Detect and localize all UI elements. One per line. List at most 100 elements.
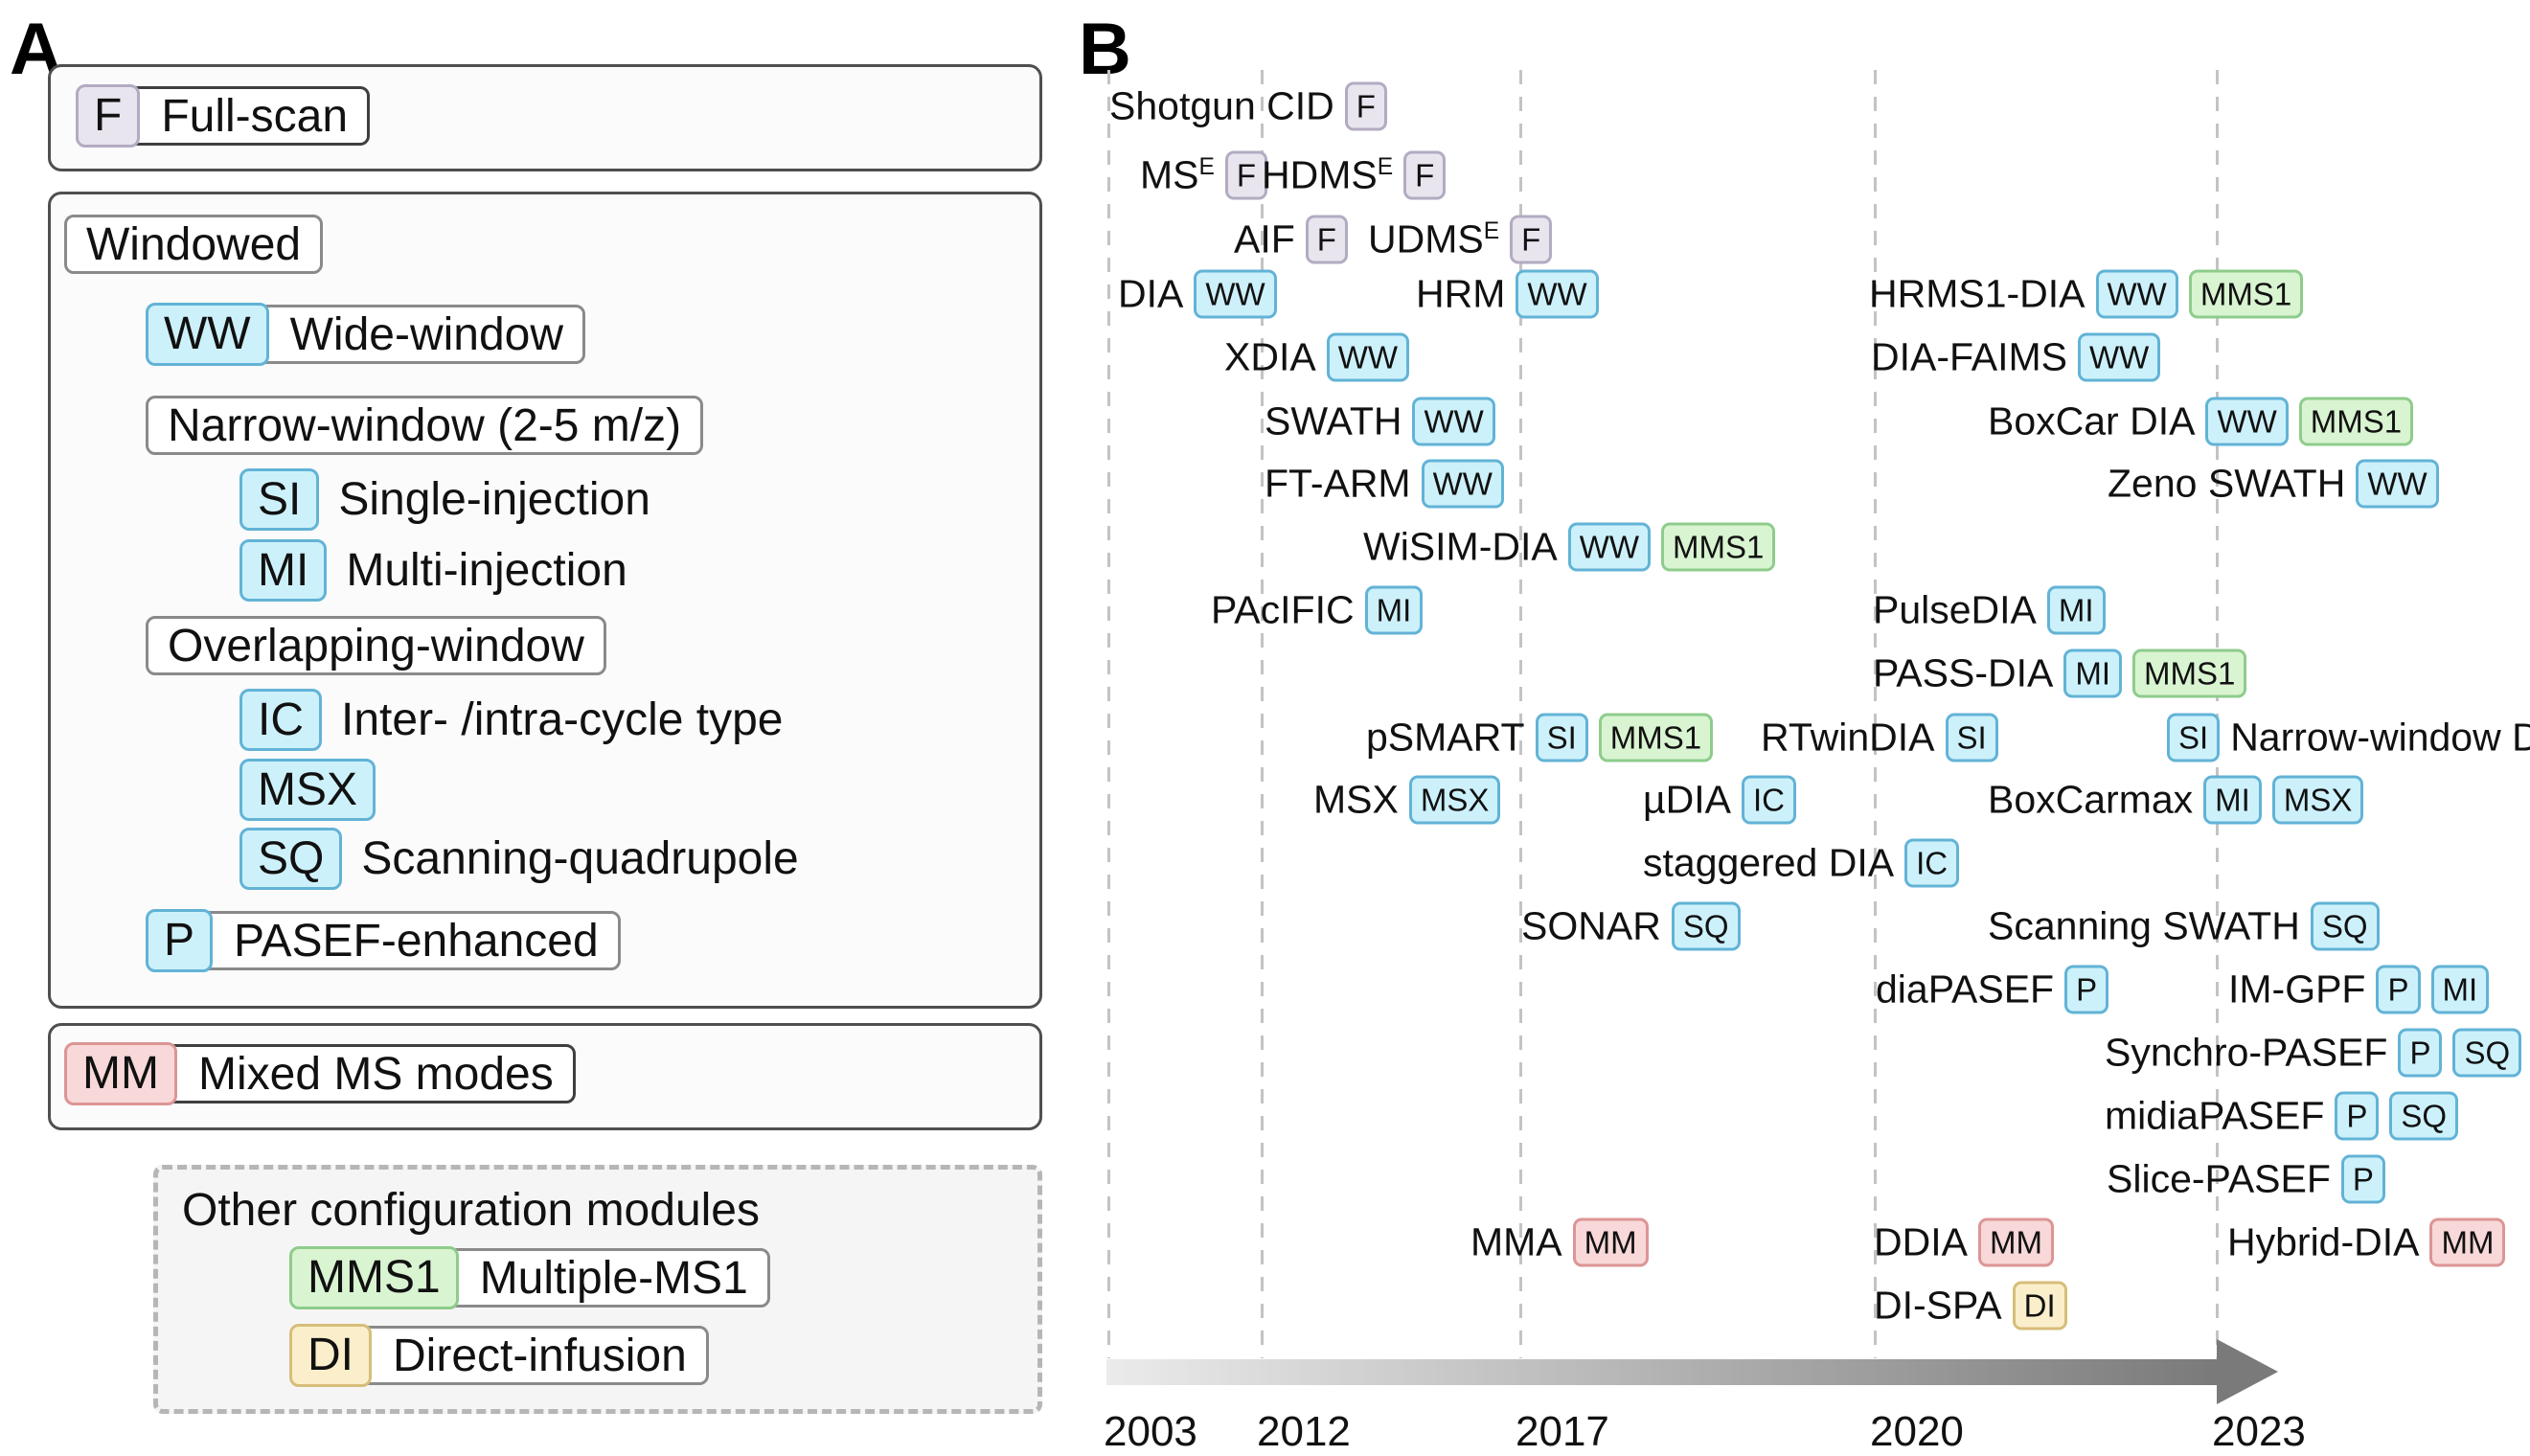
other-modules-title: Other configuration modules [182, 1185, 760, 1236]
timeline-entry-label: WiSIM-DIA [1363, 524, 1558, 569]
badge-msx: MSX [2271, 775, 2364, 825]
timeline-entry: Synchro-PASEF P SQ [2105, 1028, 2522, 1078]
timeline-entry: HRMS1-DIA WW MMS1 [1869, 269, 2304, 319]
badge-ww: WW [1567, 522, 1651, 572]
timeline-entry-label: PASS-DIA [1873, 650, 2054, 695]
gridline-2023 [2216, 70, 2219, 1358]
timeline-entry: Hybrid-DIA MM [2227, 1217, 2506, 1267]
timeline-entry-label: PAcIFIC [1211, 587, 1355, 632]
windowed-label: Windowed [86, 218, 302, 270]
timeline-entry-label: µDIA [1643, 777, 1731, 822]
timeline-entry: HRM WW [1416, 269, 1599, 319]
badge-ww: WW [1194, 269, 1277, 319]
timeline-entry: AIF F [1234, 215, 1348, 264]
badge-si: SI [2167, 713, 2221, 762]
badge-mi: MI [2203, 775, 2262, 825]
badge-mi: MI [2046, 585, 2106, 635]
timeline-entry-label: SWATH [1265, 398, 1402, 444]
multi-injection-label: Multi-injection [346, 545, 627, 597]
single-injection-label: Single-injection [338, 474, 650, 526]
badge-p: P [2398, 1028, 2443, 1078]
timeline-entry: diaPASEF P [1876, 965, 2109, 1014]
badge-ww: WW [2078, 332, 2161, 382]
timeline-entry-label: HDMSE [1262, 152, 1394, 197]
legend-narrow-window-chip: Narrow-window (2-5 m/z) [146, 396, 704, 455]
timeline-entry: IM-GPF P MI [2228, 965, 2490, 1014]
badge-sq: SQ [1671, 901, 1741, 951]
badge-p: P [2064, 965, 2109, 1014]
overlapping-window-label: Overlapping-window [168, 620, 584, 671]
badge-f: F [1403, 150, 1447, 200]
timeline-entry: DIA WW [1118, 269, 1277, 319]
legend-inter-intra-row: IC Inter- /intra-cycle type [239, 689, 784, 752]
legend-mms1-chip: MMS1 Multiple-MS1 [289, 1246, 770, 1309]
timeline-entry: DDIA MM [1874, 1217, 2054, 1267]
inter-intra-label: Inter- /intra-cycle type [341, 694, 784, 746]
badge-msx: MSX [239, 759, 376, 822]
legend-overlapping-window-chip: Overlapping-window [146, 616, 606, 675]
badge-mi: MI [1364, 585, 1424, 635]
timeline-entry-label: midiaPASEF [2105, 1093, 2325, 1138]
badge-mms1: MMS1 [289, 1246, 459, 1309]
timeline-entry: BoxCarmax MI MSX [1988, 775, 2364, 825]
timeline-entry-label: MSX [1313, 777, 1399, 822]
timeline-entry-label: Narrow-window DIA [2230, 715, 2530, 760]
badge-sq: SQ [2389, 1091, 2459, 1141]
timeline-entry-label: AIF [1234, 216, 1295, 262]
timeline-entry: DIA-FAIMS WW [1871, 332, 2161, 382]
legend-full-scan-chip: F Full-scan [76, 84, 371, 148]
timeline-entry-label: diaPASEF [1876, 967, 2055, 1012]
year-label-2012: 2012 [1257, 1408, 1351, 1455]
badge-p: P [2340, 1154, 2385, 1204]
timeline-entry: HDMSE F [1262, 150, 1447, 200]
badge-mm: MM [2429, 1217, 2506, 1267]
scanning-quadrupole-label: Scanning-quadrupole [361, 833, 799, 885]
badge-mms1: MMS1 [1598, 713, 1714, 762]
timeline-entry-label: UDMSE [1368, 216, 1500, 262]
year-label-2017: 2017 [1516, 1408, 1609, 1455]
badge-ww: WW [1516, 269, 1599, 319]
year-label-2020: 2020 [1870, 1408, 1964, 1455]
timeline-entry-label: BoxCar DIA [1988, 398, 2196, 444]
legend-msx-row: MSX [239, 759, 395, 822]
legend-scanning-quadrupole-row: SQ Scanning-quadrupole [239, 828, 799, 891]
timeline-entry-label: DIA-FAIMS [1871, 334, 2068, 379]
timeline-entry: BoxCar DIA WW MMS1 [1988, 397, 2414, 446]
badge-mi: MI [2063, 648, 2123, 698]
timeline-entry: SONAR SQ [1521, 901, 1741, 951]
badge-ww: WW [1326, 332, 1409, 382]
badge-ww: WW [2356, 459, 2439, 509]
timeline-entry-label: Slice-PASEF [2107, 1156, 2331, 1201]
badge-ic: IC [1741, 775, 1796, 825]
badge-mm: MM [1977, 1217, 2054, 1267]
badge-f: F [1510, 215, 1553, 264]
badge-mms1: MMS1 [2132, 648, 2247, 698]
badge-ic: IC [1904, 838, 1960, 888]
gridline-2003 [1107, 70, 1110, 1358]
timeline-entry-label: DIA [1118, 271, 1184, 316]
timeline-entry: WiSIM-DIA WW MMS1 [1363, 522, 1776, 572]
badge-ww: WW [2095, 269, 2178, 319]
badge-mms1: MMS1 [2298, 397, 2414, 446]
timeline-entry: Scanning SWATH SQ [1988, 901, 2380, 951]
badge-si: SI [239, 468, 320, 532]
timeline-entry: FT-ARM WW [1265, 459, 1504, 509]
timeline-entry-label: SONAR [1521, 903, 1661, 948]
timeline-entry: µDIA IC [1643, 775, 1796, 825]
timeline-entry-label: XDIA [1224, 334, 1316, 379]
legend-single-injection-row: SI Single-injection [239, 468, 650, 532]
full-scan-label: Full-scan [161, 90, 349, 142]
narrow-window-label: Narrow-window (2-5 m/z) [168, 399, 682, 451]
wide-window-label: Wide-window [289, 308, 564, 360]
badge-di: DI [289, 1324, 372, 1387]
timeline-entry: MSE F [1140, 150, 1268, 200]
timeline-entry: PAcIFIC MI [1211, 585, 1424, 635]
mms1-label: Multiple-MS1 [479, 1252, 748, 1304]
timeline-arrow-head-icon [2217, 1339, 2278, 1404]
timeline-entry-label: Synchro-PASEF [2105, 1030, 2388, 1075]
legend-di-chip: DI Direct-infusion [289, 1324, 709, 1387]
timeline-entry: pSMART SI MMS1 [1366, 713, 1714, 762]
badge-f: F [76, 84, 141, 148]
badge-sq: SQ [239, 828, 343, 891]
timeline-entry: midiaPASEF P SQ [2105, 1091, 2459, 1141]
